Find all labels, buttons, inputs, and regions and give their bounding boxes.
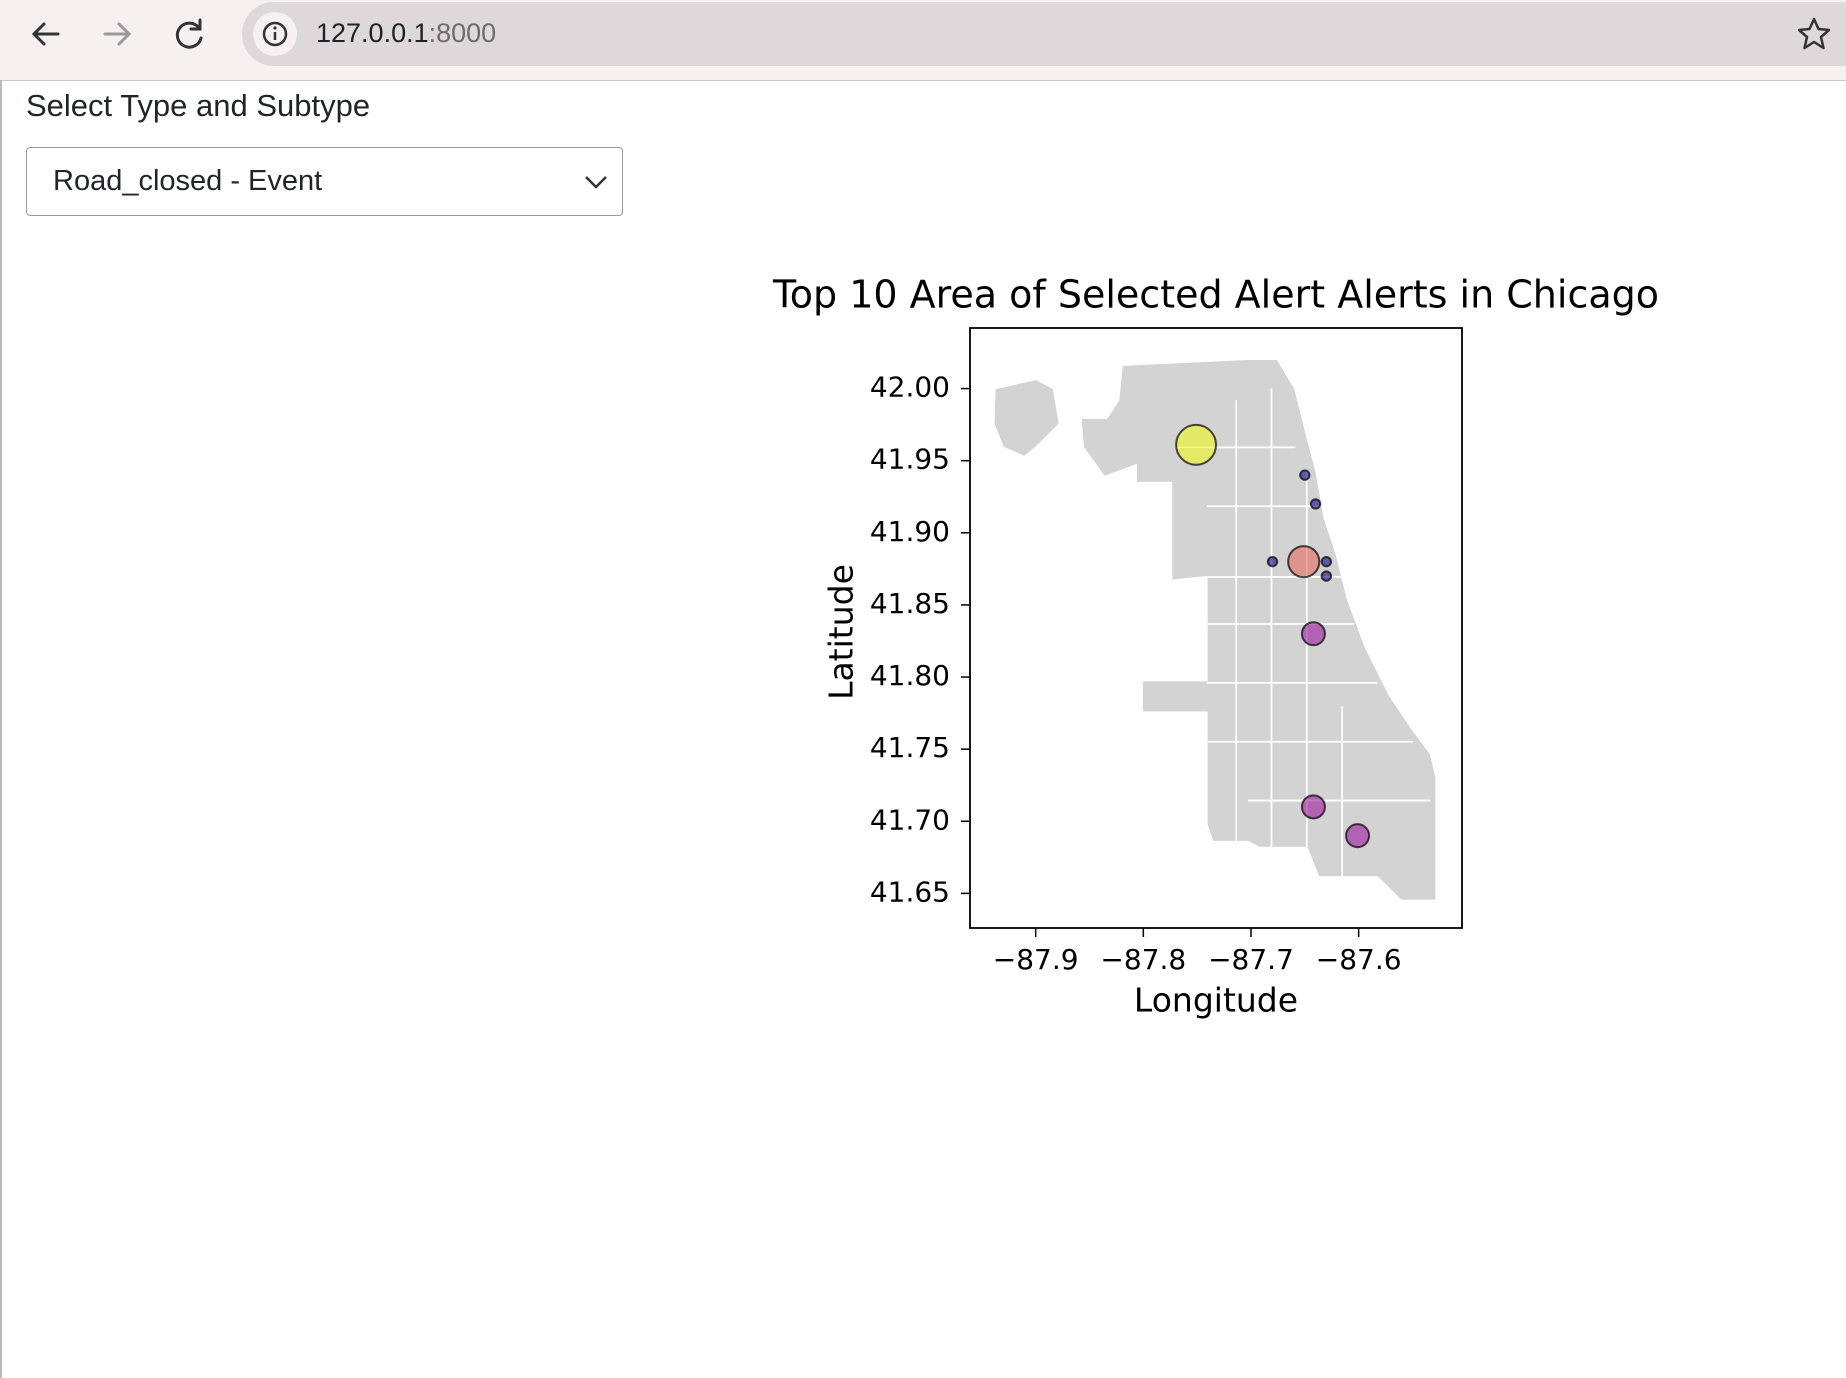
y-tick-label: 41.90 (870, 515, 950, 548)
y-tick-label: 42.00 (870, 371, 950, 404)
y-tick-label: 41.80 (870, 659, 950, 692)
bubble (1320, 570, 1333, 582)
nav-icons (31, 18, 203, 49)
y-axis-label: Latitude (822, 564, 861, 700)
bubble (1287, 545, 1321, 579)
url-port: :8000 (428, 18, 497, 48)
y-tick-label: 41.95 (870, 443, 950, 476)
bubble (1309, 498, 1322, 510)
y-tick-label: 41.85 (870, 587, 950, 620)
x-axis-label: Longitude (1134, 981, 1298, 1020)
window-edge (0, 80, 2, 1378)
bookmark-star[interactable] (1794, 14, 1834, 54)
dropdown-value: Road_closed - Event (53, 165, 323, 197)
bubble (1299, 469, 1311, 481)
map-background (992, 358, 1438, 902)
x-tick-label: −87.6 (1316, 943, 1402, 976)
x-tick-label: −87.8 (1100, 943, 1186, 976)
browser-toolbar: 127.0.0.1:8000 (0, 0, 1846, 81)
x-tick-label: −87.9 (993, 943, 1079, 976)
bubble (1175, 423, 1218, 466)
y-tick-label: 41.65 (870, 875, 950, 908)
y-tick-label: 41.70 (870, 803, 950, 836)
back-button[interactable] (31, 22, 60, 46)
axes-frame (969, 327, 1463, 929)
bubble (1345, 823, 1371, 849)
reload-button[interactable] (175, 18, 203, 49)
y-tick-label: 41.75 (870, 731, 950, 764)
dropdown-label: Select Type and Subtype (26, 88, 371, 123)
bubble (1320, 555, 1333, 568)
dropdown[interactable]: Road_closed - Event (26, 147, 623, 216)
url-host: 127.0.0.1 (316, 18, 429, 48)
dropdown-caret (585, 176, 607, 189)
bubble (1300, 794, 1326, 820)
site-info-icon[interactable] (242, 2, 302, 66)
chart-title: Top 10 Area of Selected Alert Alerts in … (772, 273, 1659, 317)
x-tick-label: −87.7 (1208, 943, 1294, 976)
bubble (1266, 555, 1279, 568)
forward-button[interactable] (103, 22, 132, 46)
bubble (1300, 621, 1326, 647)
url: 127.0.0.1:8000 (316, 18, 496, 49)
address-bar[interactable] (242, 2, 1846, 66)
